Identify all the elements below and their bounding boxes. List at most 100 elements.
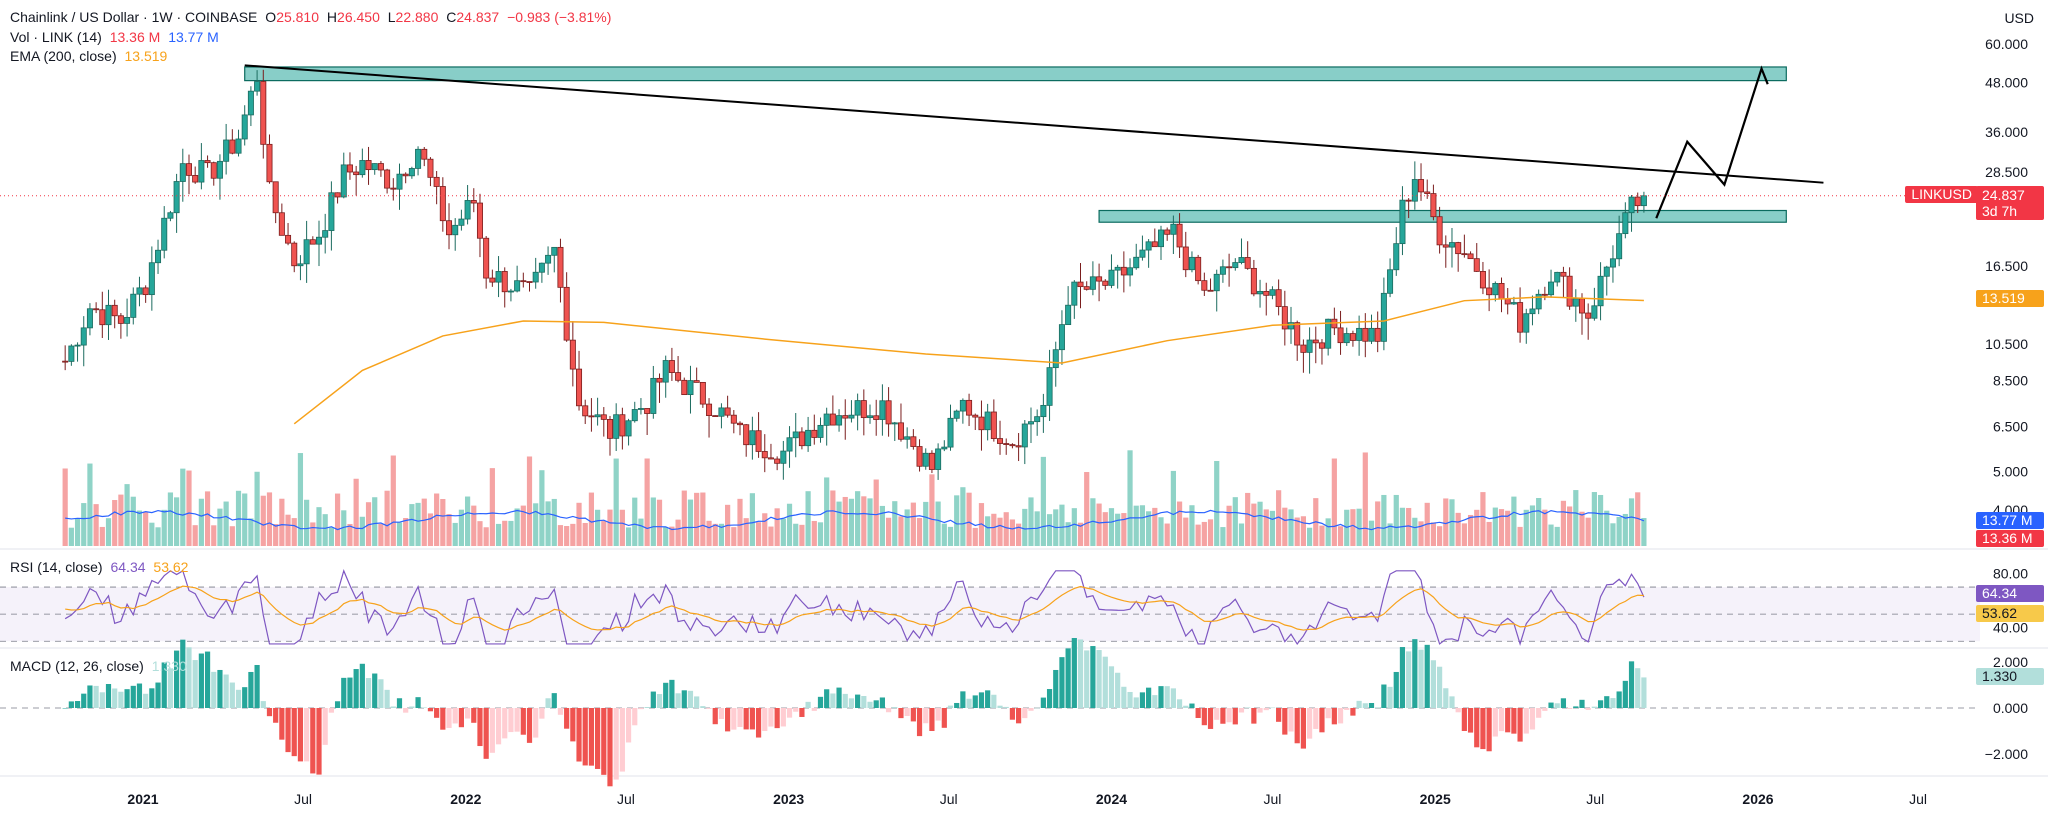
volume-bar (1269, 510, 1276, 546)
macd-histogram-bar (991, 694, 997, 708)
volume-bar (112, 500, 118, 546)
macd-histogram-bar (978, 692, 985, 708)
volume-value: 13.36 M (109, 29, 161, 45)
macd-histogram-bar (1628, 661, 1635, 708)
volume-bar (1207, 519, 1214, 546)
volume-bar (1542, 509, 1548, 546)
candle-body (1269, 289, 1276, 296)
volume-legend[interactable]: Vol · LINK (14) 13.36 M 13.77 M (10, 28, 223, 46)
candle-body (74, 344, 81, 347)
macd-histogram-bar (167, 668, 174, 708)
volume-bar (372, 497, 378, 546)
volume-bar (718, 523, 725, 546)
candle-body (334, 192, 341, 198)
candle-body (1219, 266, 1226, 275)
candle-body (408, 168, 415, 177)
candle-body (811, 429, 818, 438)
volume-bar (1436, 526, 1443, 546)
volume-bar (774, 508, 780, 546)
macd-histogram-bar (632, 708, 638, 726)
volume-bar (1077, 522, 1084, 546)
volume-bar (409, 504, 415, 546)
candle-body (545, 254, 552, 264)
macd-histogram-bar (743, 708, 749, 730)
volume-bar (1016, 523, 1022, 546)
macd-histogram-bar (266, 708, 273, 717)
volume-bar (564, 526, 570, 546)
volume-bar (62, 468, 68, 546)
macd-histogram-bar (737, 708, 743, 727)
candle-body (712, 415, 719, 417)
resistance-zone (244, 66, 1787, 82)
macd-histogram-group (62, 638, 1647, 787)
candle-body (514, 280, 521, 292)
ema-legend[interactable]: EMA (200, close) 13.519 (10, 47, 171, 65)
ohlc-high: H26.450 (326, 9, 380, 25)
volume-bar (916, 518, 923, 546)
candle-body (1430, 193, 1437, 218)
volume-bar (396, 522, 403, 546)
candle-body (606, 419, 613, 439)
symbol-header: Chainlink / US Dollar · 1W · COINBASE O2… (10, 8, 615, 26)
volume-bar (1300, 516, 1306, 546)
rsi-legend[interactable]: RSI (14, close) 64.34 53.62 (10, 558, 192, 576)
volume-bar (601, 520, 607, 546)
candle-body (1120, 266, 1127, 276)
candle-body (1387, 269, 1394, 294)
macd-histogram-bar (229, 682, 235, 708)
candle-body (1368, 327, 1375, 342)
candle-body (1578, 298, 1585, 314)
candle-body (1634, 196, 1641, 207)
macd-histogram-bar (1226, 708, 1232, 723)
volume-bar (786, 503, 793, 546)
macd-histogram-bar (155, 682, 161, 708)
volume-bar (1430, 522, 1437, 546)
candle-body (619, 414, 626, 437)
macd-histogram-bar (793, 708, 799, 712)
volume-ma-line (65, 509, 1645, 531)
rsi-value: 64.34 (110, 559, 146, 575)
macd-histogram-bar (440, 708, 446, 730)
volume-bar (1641, 518, 1647, 546)
time-axis-label: 2021 (127, 791, 158, 807)
macd-histogram-bar (1102, 656, 1108, 708)
candle-body (650, 377, 657, 414)
volume-bar (186, 470, 192, 546)
volume-bar (749, 493, 755, 546)
candle-body (972, 414, 979, 418)
currency-label[interactable]: USD (2004, 10, 2034, 26)
candle-body (1232, 262, 1239, 269)
candle-body (1548, 281, 1555, 296)
candle-body (928, 452, 935, 470)
macd-histogram-bar (99, 692, 105, 708)
macd-histogram-bar (1529, 708, 1536, 730)
macd-histogram-bar (1536, 708, 1542, 718)
candle-body (1052, 349, 1059, 369)
candle-body (563, 286, 570, 341)
candle-body (1257, 290, 1264, 295)
candle-body (1510, 302, 1517, 305)
macd-histogram-bar (1176, 699, 1183, 708)
macd-histogram-bar (1238, 708, 1245, 713)
candle-body (80, 327, 87, 346)
macd-axis-label: 0.000 (1993, 700, 2028, 716)
volume-bar (1009, 519, 1016, 546)
volume-bar (502, 520, 508, 546)
volume-bar (1536, 497, 1542, 546)
macd-histogram-bar (1300, 708, 1306, 749)
macd-histogram-bar (396, 698, 403, 708)
volume-bar (105, 518, 112, 546)
volume-bar (1127, 450, 1133, 546)
macd-histogram-bar (1003, 706, 1009, 708)
candle-body (309, 239, 316, 245)
macd-legend[interactable]: MACD (12, 26, close) 1.330 (10, 657, 191, 675)
volume-bar (619, 509, 625, 546)
macd-histogram-bar (1071, 638, 1077, 708)
last-price-tag: 24.837 3d 7h (1976, 186, 2044, 220)
macd-histogram-bar (805, 701, 811, 708)
time-axis-label: Jul (1909, 791, 1927, 807)
candle-body (1467, 253, 1474, 260)
volume-bar (1189, 505, 1195, 546)
candle-body (1356, 327, 1363, 341)
